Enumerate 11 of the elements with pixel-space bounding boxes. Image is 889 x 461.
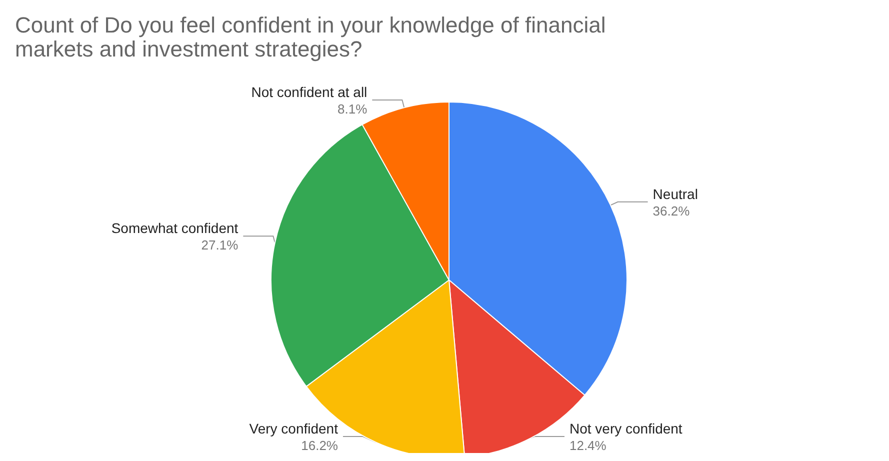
slice-label: Not very confident: [569, 420, 682, 436]
data-label: 36.2%: [652, 203, 690, 218]
data-label: 27.1%: [201, 238, 239, 253]
slice-label: Neutral: [652, 186, 698, 202]
data-label: 16.2%: [301, 438, 338, 453]
slice-label: Not confident at all: [251, 84, 368, 100]
data-label: 8.1%: [338, 101, 368, 116]
slice-label: Very confident: [249, 420, 338, 436]
slice-label: Somewhat confident: [111, 220, 238, 236]
chart-title: Count of Do you feel confident in your knowledge of financial markets and investment strategies?: [15, 12, 606, 62]
data-label: 12.4%: [569, 438, 607, 453]
